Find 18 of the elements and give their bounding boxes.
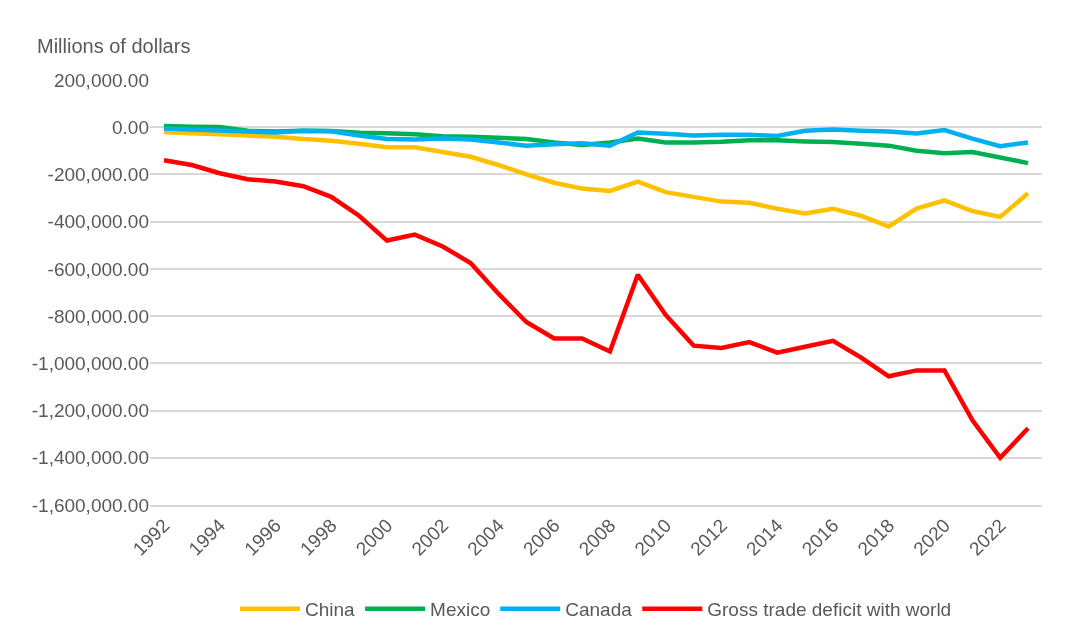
- y-tick-label: -600,000.00: [47, 258, 149, 280]
- legend-label: Canada: [565, 599, 633, 621]
- y-tick-label: -1,600,000.00: [31, 494, 149, 516]
- line-series: [161, 158, 1031, 461]
- legend-label: Mexico: [430, 599, 491, 621]
- y-tick-label: -400,000.00: [47, 211, 149, 233]
- legend-label: Gross trade deficit with world: [707, 599, 952, 621]
- line-series: [161, 129, 1031, 229]
- y-tick-label: -800,000.00: [47, 305, 149, 327]
- y-tick-label: 0.00: [112, 116, 149, 138]
- line-series: [161, 126, 1031, 149]
- y-tick-label: 200,000.00: [53, 69, 149, 91]
- y-tick-label: -200,000.00: [47, 164, 149, 186]
- y-axis-title: Millions of dollars: [37, 35, 191, 57]
- y-tick-label: -1,400,000.00: [31, 447, 149, 469]
- y-tick-label: -1,200,000.00: [31, 400, 149, 422]
- legend-label: China: [305, 599, 356, 621]
- y-tick-label: -1,000,000.00: [31, 352, 149, 374]
